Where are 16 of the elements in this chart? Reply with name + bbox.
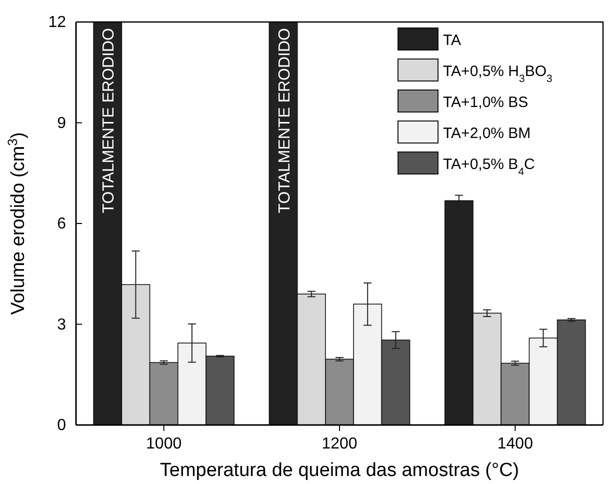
annotation: TOTALMENTE ERODIDO [100, 28, 118, 214]
legend-label: TA+0,5% H$_{3}$BO$_{3}$ [443, 63, 553, 85]
legend-label: TA+2,0% BM [443, 125, 531, 142]
legend-label: TA+0,5% B$_{4}$C [443, 156, 536, 178]
y-tick-label: 3 [57, 316, 66, 334]
legend-label: TA+1,0% BS [443, 94, 528, 111]
x-axis-title: Temperatura de queima das amostras (°C) [160, 460, 520, 481]
y-tick-label: 12 [48, 14, 66, 32]
x-tick-label: 1000 [146, 435, 182, 452]
x-tick-label: 1400 [497, 435, 534, 452]
annotation: TOTALMENTE ERODIDO [276, 28, 294, 214]
x-tick-label: 1200 [322, 435, 358, 452]
y-tick-label: 9 [57, 114, 66, 132]
y-tick-label: 0 [57, 417, 66, 434]
legend-label: TA [443, 32, 462, 49]
y-tick-label: 6 [57, 216, 66, 233]
